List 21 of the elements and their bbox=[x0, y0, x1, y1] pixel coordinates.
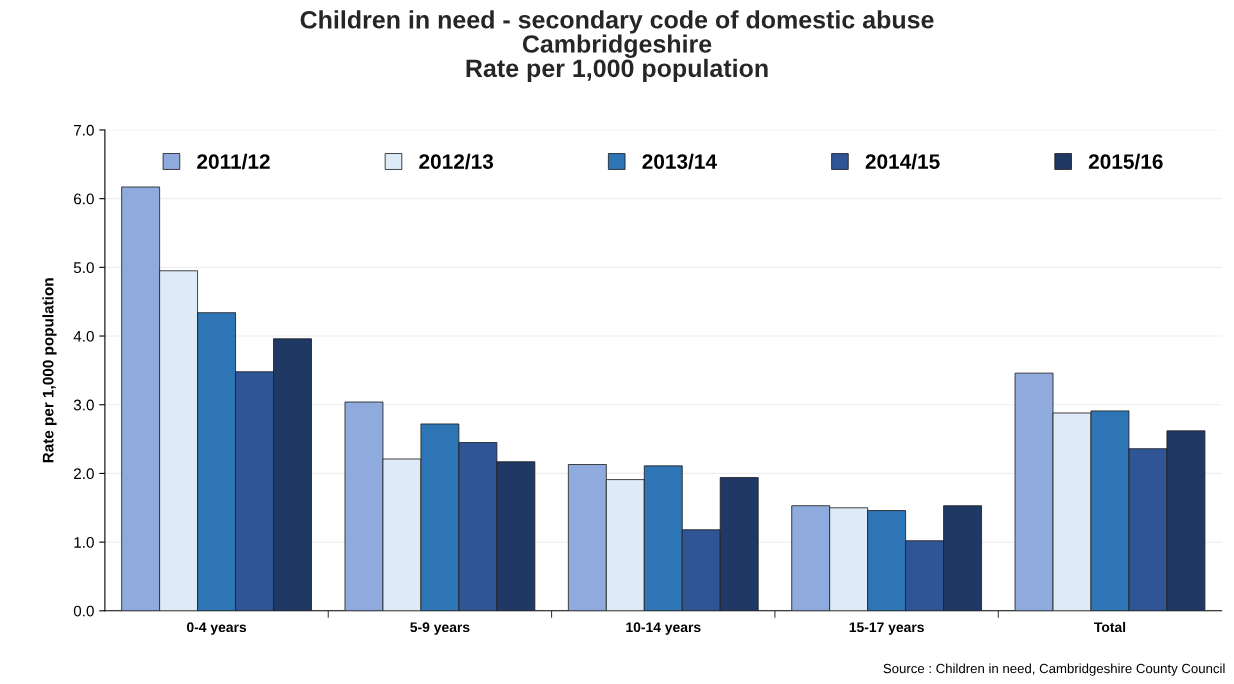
y-tick-label: 4.0 bbox=[73, 330, 94, 342]
x-tick-label: 15-17 years bbox=[849, 622, 924, 635]
x-tick-label: 0-4 years bbox=[187, 622, 247, 635]
y-axis-title: Rate per 1,000 population bbox=[42, 278, 57, 463]
legend-label: 2014/15 bbox=[865, 153, 940, 170]
y-tick-label: 1.0 bbox=[74, 536, 94, 548]
y-tick-label: 0.0 bbox=[73, 605, 94, 617]
y-tick-label: 7.0 bbox=[74, 124, 94, 136]
y-tick-label: 5.0 bbox=[73, 262, 94, 274]
x-tick-label: 5-9 years bbox=[410, 622, 470, 635]
y-tick-label: 2.0 bbox=[74, 468, 94, 480]
legend-label: 2012/13 bbox=[419, 153, 494, 170]
x-tick-label: 10-14 years bbox=[626, 622, 701, 635]
y-tick-label: 3.0 bbox=[73, 399, 94, 411]
chart-title: Children in need - secondary code of domestic abuse Cambridgeshire Rate per 1,000 population bbox=[300, 10, 934, 83]
legend-label: 2015/16 bbox=[1088, 153, 1163, 170]
legend-label: 2011/12 bbox=[197, 153, 270, 170]
y-tick-label: 6.0 bbox=[74, 193, 94, 205]
legend-label: 2013/14 bbox=[642, 153, 717, 170]
x-tick-label: Total bbox=[1094, 621, 1126, 633]
source-note: Source : Children in need, Cambridgeshire County Council bbox=[883, 663, 1225, 676]
